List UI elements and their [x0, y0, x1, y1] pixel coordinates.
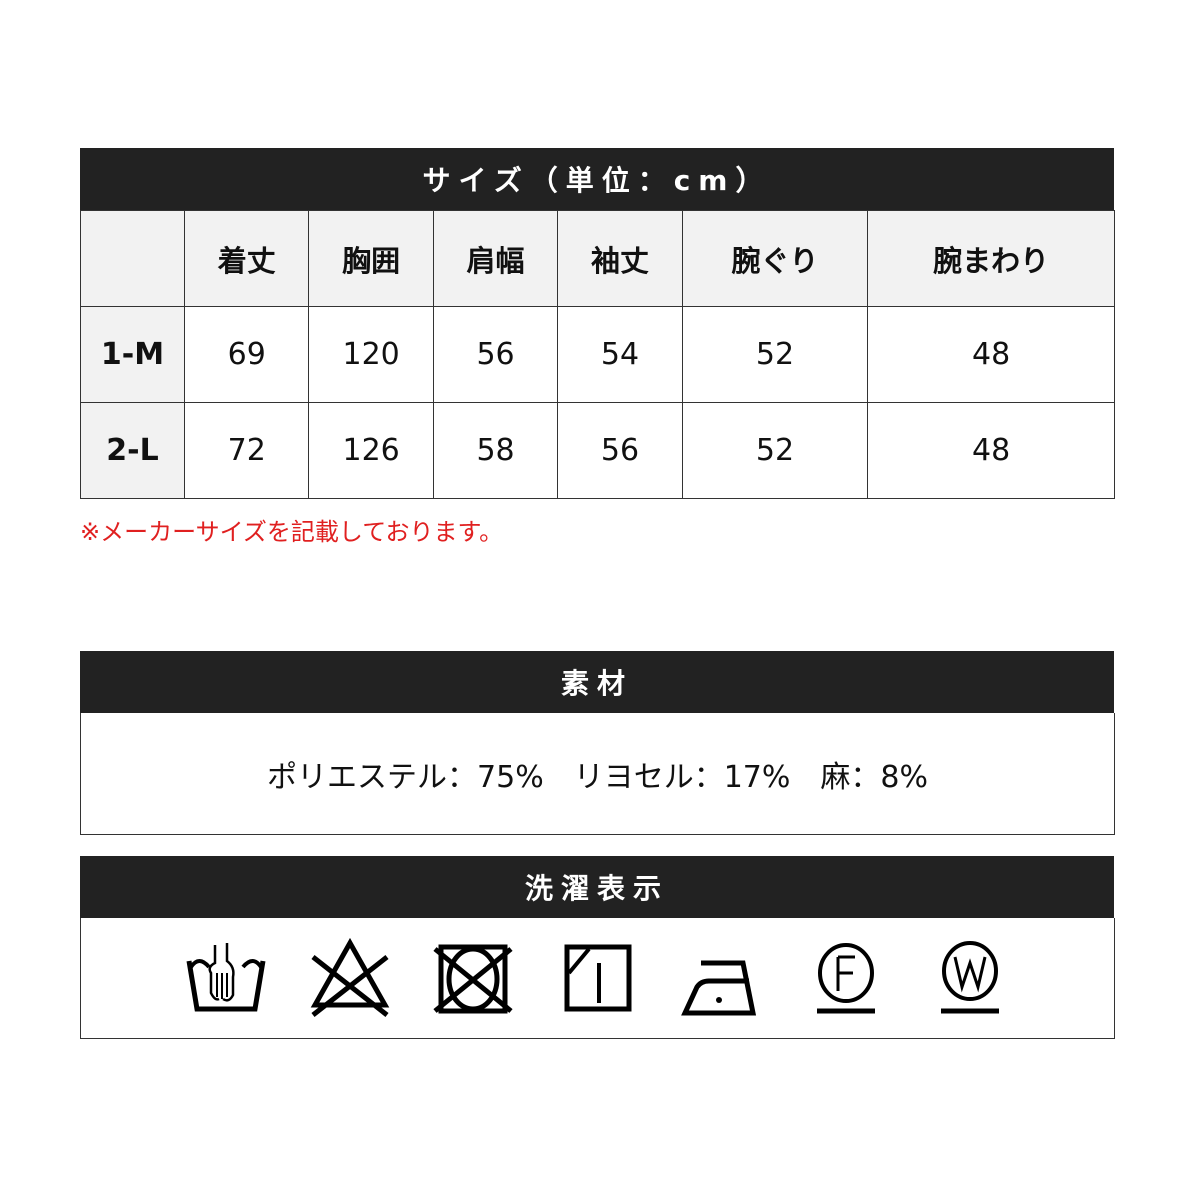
wet-clean-w-icon: [940, 941, 999, 1014]
table-cell: 58: [432, 402, 559, 499]
hand-wash-icon: [186, 943, 265, 1012]
iron-low-icon: [680, 960, 756, 1016]
table-cell: 72: [183, 402, 310, 499]
table-cell: 56: [557, 402, 683, 499]
size-label: 2-L: [80, 402, 185, 499]
header-cell: [80, 210, 185, 307]
table-cell: 48: [867, 306, 1115, 403]
header-cell: 腕ぐり: [681, 210, 869, 307]
line-dry-shade-icon: [564, 944, 631, 1012]
table-cell: 52: [681, 402, 869, 499]
care-section-title: 洗濯表示: [80, 856, 1114, 918]
dry-clean-f-icon: [816, 943, 875, 1014]
table-cell: 52: [681, 306, 869, 403]
header-cell: 着丈: [183, 210, 310, 307]
size-table: 着丈 胸囲 肩幅 袖丈 腕ぐり 腕まわり 1-M 69 120 56 54 52…: [80, 210, 1115, 499]
table-cell: 69: [183, 306, 310, 403]
table-cell: 120: [308, 306, 434, 403]
table-cell: 126: [308, 402, 434, 499]
table-row: 2-L 72 126 58 56 52 48: [80, 402, 1115, 499]
size-section-title: サイズ（単位：cm）: [80, 148, 1114, 210]
table-cell: 56: [432, 306, 559, 403]
material-section-title: 素材: [80, 651, 1114, 713]
header-cell: 腕まわり: [867, 210, 1115, 307]
header-cell: 胸囲: [308, 210, 434, 307]
care-icons: [185, 937, 1011, 1019]
table-cell: 54: [557, 306, 683, 403]
no-bleach-icon: [310, 937, 389, 1017]
care-box: [80, 918, 1115, 1039]
size-note: ※メーカーサイズを記載しております。: [80, 518, 504, 546]
header-cell: 袖丈: [557, 210, 683, 307]
header-cell: 肩幅: [432, 210, 559, 307]
material-box: ポリエステル：75% リヨセル：17% 麻：8%: [80, 713, 1115, 835]
table-header-row: 着丈 胸囲 肩幅 袖丈 腕ぐり 腕まわり: [80, 210, 1115, 307]
no-tumble-dry-icon: [432, 944, 513, 1014]
size-label: 1-M: [80, 306, 185, 403]
table-cell: 48: [867, 402, 1115, 499]
material-text: ポリエステル：75% リヨセル：17% 麻：8%: [267, 759, 928, 795]
table-row: 1-M 69 120 56 54 52 48: [80, 306, 1115, 403]
